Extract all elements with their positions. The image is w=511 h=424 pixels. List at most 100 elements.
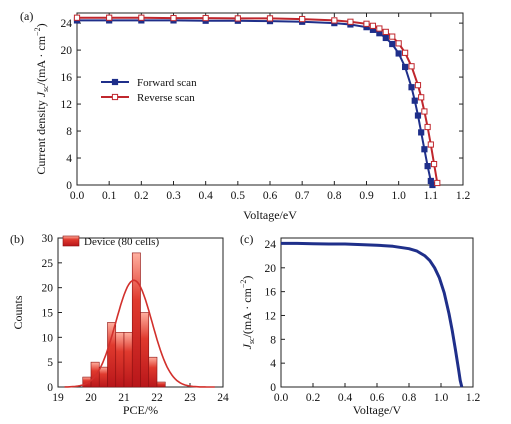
y-tick-label: 0 xyxy=(47,382,53,394)
x-axis-title: Voltage/V xyxy=(353,403,402,417)
forward-marker xyxy=(424,163,431,170)
forward-marker xyxy=(402,63,409,71)
x-tick-label: 0.2 xyxy=(306,392,321,404)
reverse-marker xyxy=(421,108,428,115)
x-tick-label: 23 xyxy=(184,392,196,404)
forward-marker xyxy=(389,40,396,48)
reverse-marker xyxy=(430,160,438,168)
x-tick-label: 0.4 xyxy=(338,392,353,404)
series-line-0 xyxy=(77,19,434,186)
y-tick-label: 24 xyxy=(61,18,73,30)
x-tick-label: 0.2 xyxy=(134,190,149,202)
histogram-bar xyxy=(98,366,108,388)
histogram-bar xyxy=(90,361,100,388)
y-axis-title: Current density Jsc/(mA · cm−2) xyxy=(33,23,50,174)
reverse-marker xyxy=(266,15,274,22)
x-tick-label: 19 xyxy=(52,392,64,404)
reverse-marker xyxy=(395,40,402,47)
reverse-marker xyxy=(414,82,422,89)
x-tick-label: 0.0 xyxy=(274,392,289,404)
y-tick-label: 20 xyxy=(265,263,277,275)
y-tick-label: 15 xyxy=(42,308,54,320)
x-tick-label: 0.4 xyxy=(198,190,213,202)
x-axis-title: PCE/% xyxy=(123,403,158,417)
reverse-marker xyxy=(106,14,113,21)
reverse-marker xyxy=(234,15,241,22)
x-tick-label: 0.6 xyxy=(370,392,385,404)
reverse-marker xyxy=(402,49,409,56)
reverse-marker xyxy=(418,94,425,101)
y-axis-title: Jsc/(mA · cm−2) xyxy=(239,276,256,350)
forward-marker xyxy=(411,97,418,104)
reverse-marker xyxy=(427,141,434,148)
reverse-marker xyxy=(363,20,370,27)
panel-b: 19 20 21 22 23 24 0 5 10 15 20 25 30 (b) PCE/% Counts De… xyxy=(10,232,229,417)
histogram-bar xyxy=(148,356,158,388)
panel-a: 0.0 0.1 0.2 0.3 0.4 0.5 0.6 0.7 0.8 0.9 1.0 1.1 1.2 0… xyxy=(20,9,470,222)
histogram-bar xyxy=(123,332,133,388)
reverse-marker xyxy=(170,14,177,22)
histogram-bar xyxy=(107,322,117,388)
x-tick-label: 0.8 xyxy=(402,392,417,404)
y-tick-label: 16 xyxy=(61,72,73,84)
histogram-bar xyxy=(131,252,141,388)
y-tick-label: 12 xyxy=(265,310,277,322)
series-line-1 xyxy=(77,16,439,184)
reverse-marker xyxy=(138,14,145,21)
y-tick-label: 10 xyxy=(42,332,54,344)
x-axis-title: Voltage/eV xyxy=(243,208,297,222)
histogram-bar xyxy=(156,381,166,388)
x-tick-label: 1.0 xyxy=(391,190,406,202)
forward-marker xyxy=(408,84,415,91)
x-tick-label: 1.2 xyxy=(456,190,471,202)
forward-marker xyxy=(395,50,402,57)
reverse-marker xyxy=(299,15,306,23)
x-tick-label: 21 xyxy=(118,392,130,404)
x-tick-label: 0.8 xyxy=(327,190,342,202)
forward-marker xyxy=(382,34,389,42)
panel-label: (b) xyxy=(10,232,24,246)
y-tick-label: 8 xyxy=(66,126,72,138)
reverse-marker xyxy=(73,14,81,21)
reverse-marker xyxy=(369,22,377,29)
y-tick-label: 8 xyxy=(270,334,276,346)
y-tick-label: 0 xyxy=(66,180,72,192)
legend-label: Device (80 cells) xyxy=(84,236,159,248)
reverse-marker xyxy=(424,123,431,131)
y-tick-label: 12 xyxy=(61,99,73,111)
x-tick-label: 0.0 xyxy=(70,190,85,202)
y-tick-label: 20 xyxy=(42,283,54,295)
legend-label: Forward scan xyxy=(137,77,197,89)
x-tick-label: 20 xyxy=(85,392,97,404)
y-tick-label: 4 xyxy=(270,358,276,370)
x-tick-label: 0.7 xyxy=(295,190,310,202)
y-tick-label: 16 xyxy=(265,287,277,299)
reverse-marker xyxy=(347,18,354,25)
panel-c: 0.0 0.2 0.4 0.6 0.8 1.0 1.2 0 4 8 12 16 20 24 (c) Volta… xyxy=(239,232,480,417)
x-tick-label: 0.3 xyxy=(166,190,181,202)
gaussian-fit-curve xyxy=(64,279,215,388)
x-tick-label: 22 xyxy=(151,392,163,404)
y-tick-label: 25 xyxy=(42,258,54,270)
plot-frame xyxy=(280,237,474,388)
y-tick-label: 30 xyxy=(42,233,54,245)
x-tick-label: 1.2 xyxy=(466,392,481,404)
legend-marker xyxy=(111,93,119,101)
x-tick-label: 0.9 xyxy=(359,190,374,202)
y-axis-title: Counts xyxy=(11,295,25,329)
legend-swatch xyxy=(62,235,80,247)
x-tick-label: 0.5 xyxy=(231,190,246,202)
histogram-bar xyxy=(140,312,150,388)
reverse-marker xyxy=(382,28,389,35)
reverse-marker xyxy=(331,17,338,24)
y-tick-label: 20 xyxy=(61,45,73,57)
y-tick-label: 4 xyxy=(66,153,72,165)
y-tick-label: 0 xyxy=(270,382,276,394)
reverse-marker xyxy=(389,33,396,40)
reverse-marker xyxy=(376,25,383,32)
reverse-marker xyxy=(434,179,441,187)
forward-marker xyxy=(418,129,425,136)
y-tick-label: 5 xyxy=(47,357,53,369)
reverse-marker xyxy=(408,63,415,70)
